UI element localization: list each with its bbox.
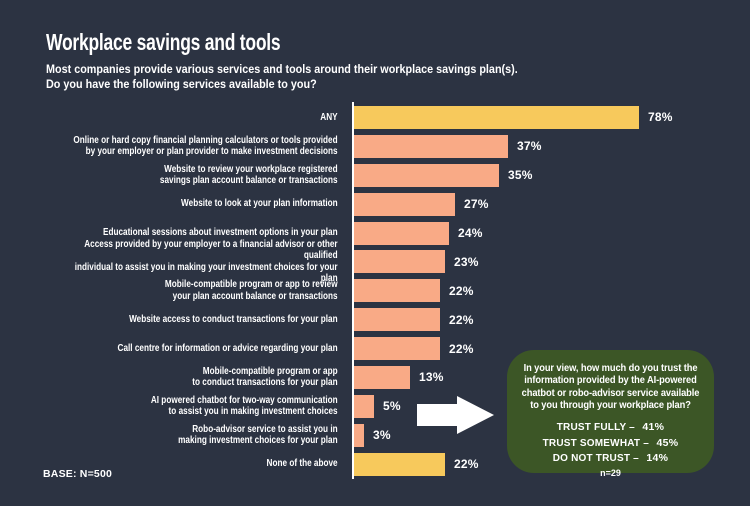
bar-area: 78% [354,105,673,129]
bar-row: ANY 78% [0,103,750,132]
bar-area: 24% [354,221,483,245]
bar-chart: ANY 78% Online or hard copy financial pl… [0,103,750,479]
category-label: Mobile-compatible program or app to revi… [164,279,338,302]
bar-area: 22% [354,308,474,332]
trust-label: TRUST SOMEWHAT – [542,437,649,449]
bar-area: 27% [354,192,489,216]
category-label: Online or hard copy financial planning c… [73,134,338,158]
category-label: Call centre for information or advice re… [117,342,338,354]
category-label: ANY [320,111,338,123]
value-label: 37% [517,139,542,154]
value-label: 22% [449,283,474,298]
value-label: 22% [449,341,474,356]
category-label: Access provided by your employer to a fi… [74,238,338,285]
bar-row: Call centre for information or advice re… [0,334,750,363]
bar [354,423,364,447]
value-label: 24% [458,226,483,240]
subtitle-line-2: Do you have the following services avail… [46,77,317,91]
bar-area: 5% [354,394,401,418]
trust-value: 14% [646,452,669,465]
trust-callout: In your view, how much do you trust the … [507,350,714,478]
value-label: 5% [383,399,401,414]
subtitle-line-1: Most companies provide various services … [46,62,518,76]
bar-row: Website to look at your plan information… [0,190,750,219]
value-label: 22% [449,312,474,327]
bar [354,250,445,274]
sample-size: n=29 [600,467,621,478]
callout-question: In your view, how much do you trust the … [521,363,700,411]
category-label: Robo-advisor service to assist you in ma… [178,423,338,447]
bar-row: Robo-advisor service to assist you in ma… [0,421,750,450]
bar [354,394,374,418]
chart-axis-line [352,102,354,479]
bar [354,279,440,303]
bar-area: 23% [354,250,479,274]
category-label: Website to review your workplace registe… [159,163,338,187]
bar-row: Website access to conduct transactions f… [0,305,750,334]
bar [354,134,508,158]
bar-row: None of the above 22% [0,450,750,479]
bar [354,163,499,187]
page-title: Workplace savings and tools [46,29,281,55]
value-label: 27% [464,197,489,212]
bar-row: Online or hard copy financial planning c… [0,132,750,161]
base-note: BASE: N=500 [43,468,113,480]
bar-area: 22% [354,337,474,361]
trust-label: DO NOT TRUST – [552,453,639,465]
bar [354,308,440,332]
bar-area: 3% [354,423,391,447]
bar-area: 13% [354,365,444,389]
bar [354,337,440,361]
bar-row: Mobile-compatible program or app to cond… [0,363,750,392]
bar-row: Mobile-compatible program or app to revi… [0,276,750,305]
bar [354,221,449,245]
trust-line: TRUST FULLY – 41% [515,419,706,435]
bar-row: Website to review your workplace registe… [0,161,750,190]
category-label: Website to look at your plan information [181,198,338,210]
right-arrow-icon [417,396,494,434]
value-label: 35% [508,168,533,183]
value-label: 78% [648,110,673,125]
category-label: Website access to conduct transactions f… [129,313,338,325]
trust-value: 41% [642,421,665,434]
bar [354,192,455,216]
bar-row: Educational sessions about investment op… [0,219,750,248]
bar-area: 35% [354,163,533,187]
trust-line: DO NOT TRUST – 14% [515,450,706,466]
category-label: None of the above [266,458,338,470]
trust-line: TRUST SOMEWHAT – 45% [515,435,706,451]
page-subtitle: Most companies provide various services … [46,62,518,92]
value-label: 23% [454,254,479,269]
bar-area: 37% [354,134,542,158]
value-label: 22% [454,457,479,472]
bar [354,452,445,476]
category-label: Educational sessions about investment op… [102,227,338,239]
trust-value: 45% [656,436,679,449]
bar-area: 22% [354,452,479,476]
value-label: 3% [373,428,391,443]
trust-results: TRUST FULLY – 41% TRUST SOMEWHAT – 45% D… [515,419,706,466]
bar-row: Access provided by your employer to a fi… [0,239,750,285]
bar [354,105,639,129]
value-label: 13% [419,370,444,385]
bar-row: AI powered chatbot for two-way communica… [0,392,750,421]
bar [354,365,410,389]
bar-area: 22% [354,279,474,303]
category-label: Mobile-compatible program or app to cond… [192,365,338,389]
trust-label: TRUST FULLY – [556,422,635,434]
category-label: AI powered chatbot for two-way communica… [150,394,338,418]
